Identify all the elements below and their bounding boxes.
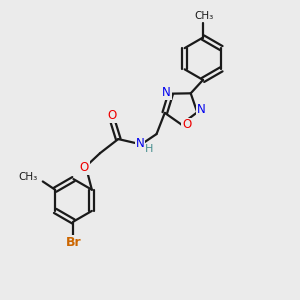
Text: H: H [145, 144, 154, 154]
Text: O: O [182, 118, 191, 131]
Text: N: N [197, 103, 206, 116]
Text: Br: Br [66, 236, 82, 249]
Text: O: O [107, 109, 116, 122]
Text: CH₃: CH₃ [195, 11, 214, 21]
Text: N: N [136, 137, 144, 150]
Text: O: O [80, 161, 89, 174]
Text: CH₃: CH₃ [18, 172, 38, 182]
Text: N: N [162, 86, 171, 99]
